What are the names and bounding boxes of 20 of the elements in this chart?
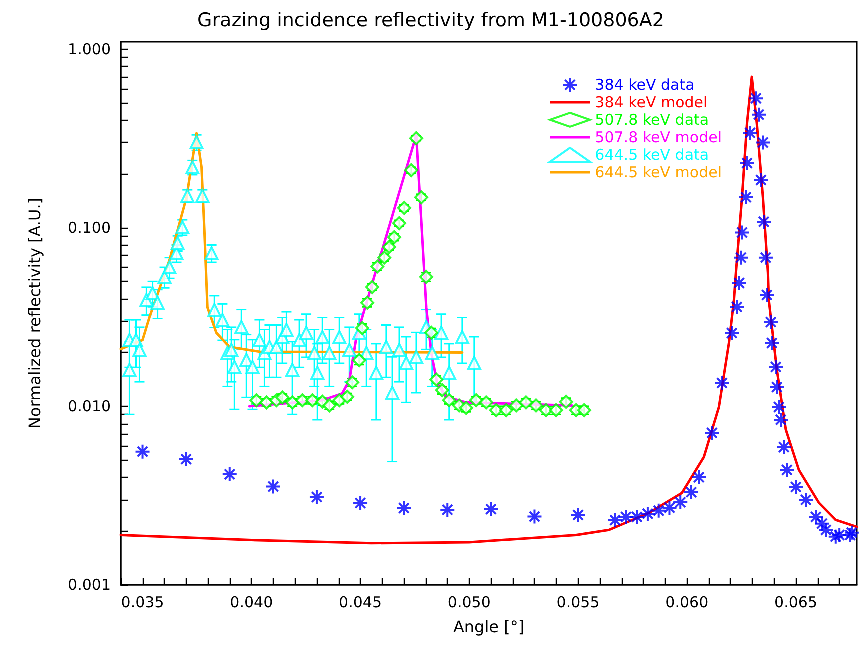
x-tick-label: 0.060 bbox=[666, 594, 709, 612]
y-axis-title: Normalized reflectivity [A.U.] bbox=[26, 198, 44, 430]
x-tick-label: 0.055 bbox=[556, 594, 600, 612]
x-tick-label: 0.065 bbox=[774, 594, 818, 612]
x-tick-label: 0.050 bbox=[448, 594, 491, 612]
legend-label: 384 keV model bbox=[595, 94, 708, 112]
y-tick-label: 0.001 bbox=[68, 576, 111, 594]
legend-label: 507.8 keV model bbox=[595, 128, 722, 146]
y-tick-label: 0.010 bbox=[68, 397, 111, 416]
x-axis-title: Angle [°] bbox=[453, 618, 525, 636]
legend-label: 644.5 keV data bbox=[595, 146, 710, 164]
legend-label: 384 keV data bbox=[595, 76, 695, 94]
chart-title: Grazing incidence reflectivity from M1-100806A2 bbox=[198, 10, 664, 32]
y-tick-label: 0.100 bbox=[68, 218, 111, 237]
x-tick-label: 0.045 bbox=[339, 594, 382, 612]
legend-label: 507.8 keV data bbox=[595, 111, 710, 129]
y-tick-label: 1.000 bbox=[68, 40, 111, 58]
legend-label: 644.5 keV model bbox=[595, 164, 722, 182]
x-tick-label: 0.040 bbox=[230, 594, 274, 612]
x-tick-label: 0.035 bbox=[121, 594, 164, 612]
